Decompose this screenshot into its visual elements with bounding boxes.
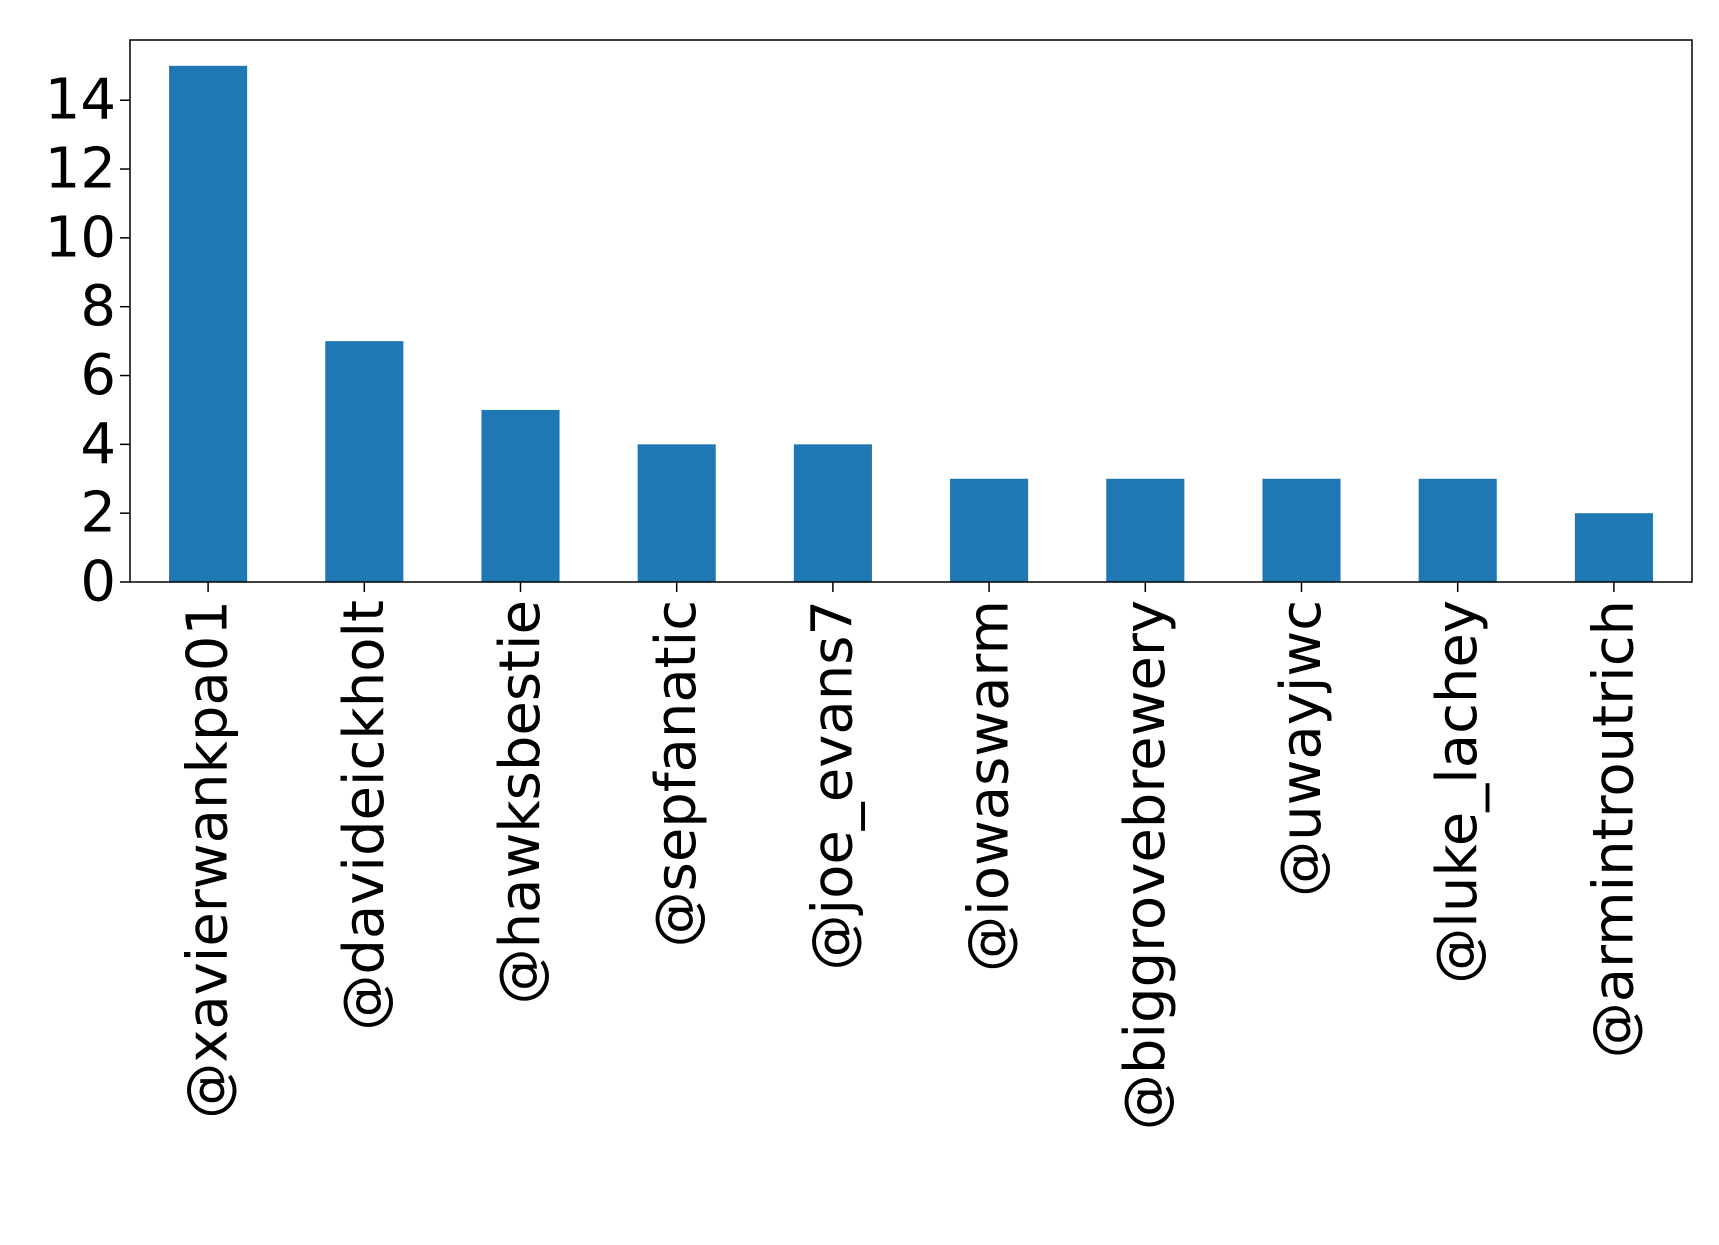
bar-3 — [637, 444, 716, 582]
bar-0 — [169, 65, 248, 583]
bar-2 — [481, 409, 560, 582]
y-tick-label-4: 8 — [80, 274, 116, 339]
y-tick-label-1: 2 — [80, 481, 116, 546]
y-tick-label-7: 14 — [45, 68, 116, 133]
plot-frame — [129, 39, 1693, 583]
bars-group — [169, 65, 1653, 583]
bar-5 — [950, 478, 1029, 582]
bar-6 — [1106, 478, 1185, 582]
x-tick-label-9: @armintroutrich — [1581, 600, 1646, 1058]
bar-4 — [793, 444, 872, 582]
x-tick-label-7: @uwayjwc — [1269, 600, 1334, 897]
y-tick-label-6: 12 — [45, 137, 116, 202]
x-tick-label-8: @luke_lachey — [1425, 600, 1490, 984]
y-tick-label-0: 0 — [80, 550, 116, 615]
x-tick-label-3: @sepfanatic — [644, 600, 709, 947]
bar-8 — [1418, 478, 1497, 582]
y-tick-label-5: 10 — [45, 205, 116, 270]
x-tick-label-1: @davideickholt — [332, 600, 397, 1031]
x-tick-label-4: @joe_evans7 — [800, 600, 865, 970]
bar-1 — [325, 341, 404, 582]
x-tick-label-5: @iowaswarm — [957, 600, 1022, 972]
bar-7 — [1262, 478, 1341, 582]
x-tick-label-6: @biggrovebrewery — [1113, 600, 1178, 1130]
y-tick-label-2: 4 — [80, 412, 116, 477]
bar-9 — [1574, 513, 1653, 582]
y-tick-label-3: 6 — [80, 343, 116, 408]
x-tick-label-0: @xavierwankpa01 — [176, 600, 241, 1119]
x-axis: @xavierwankpa01 @davideickholt @hawksbesti… — [176, 582, 1646, 1130]
x-tick-label-2: @hawksbestie — [488, 600, 553, 1004]
